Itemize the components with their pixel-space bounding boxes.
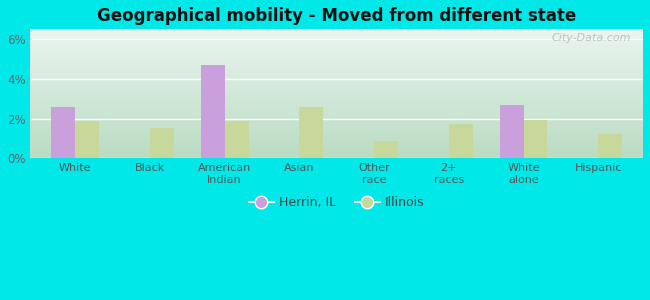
- Bar: [523, 120, 547, 158]
- Legend: Herrin, IL, Illinois: Herrin, IL, Illinois: [244, 191, 430, 214]
- Bar: [500, 105, 523, 158]
- Bar: [150, 128, 174, 158]
- Bar: [225, 121, 248, 158]
- Title: Geographical mobility - Moved from different state: Geographical mobility - Moved from diffe…: [97, 7, 577, 25]
- Bar: [300, 107, 323, 158]
- Bar: [201, 65, 225, 158]
- Bar: [448, 124, 473, 158]
- Text: City-Data.com: City-Data.com: [551, 33, 630, 43]
- Bar: [374, 140, 398, 158]
- Bar: [598, 134, 622, 158]
- Bar: [51, 107, 75, 158]
- Bar: [75, 121, 99, 158]
